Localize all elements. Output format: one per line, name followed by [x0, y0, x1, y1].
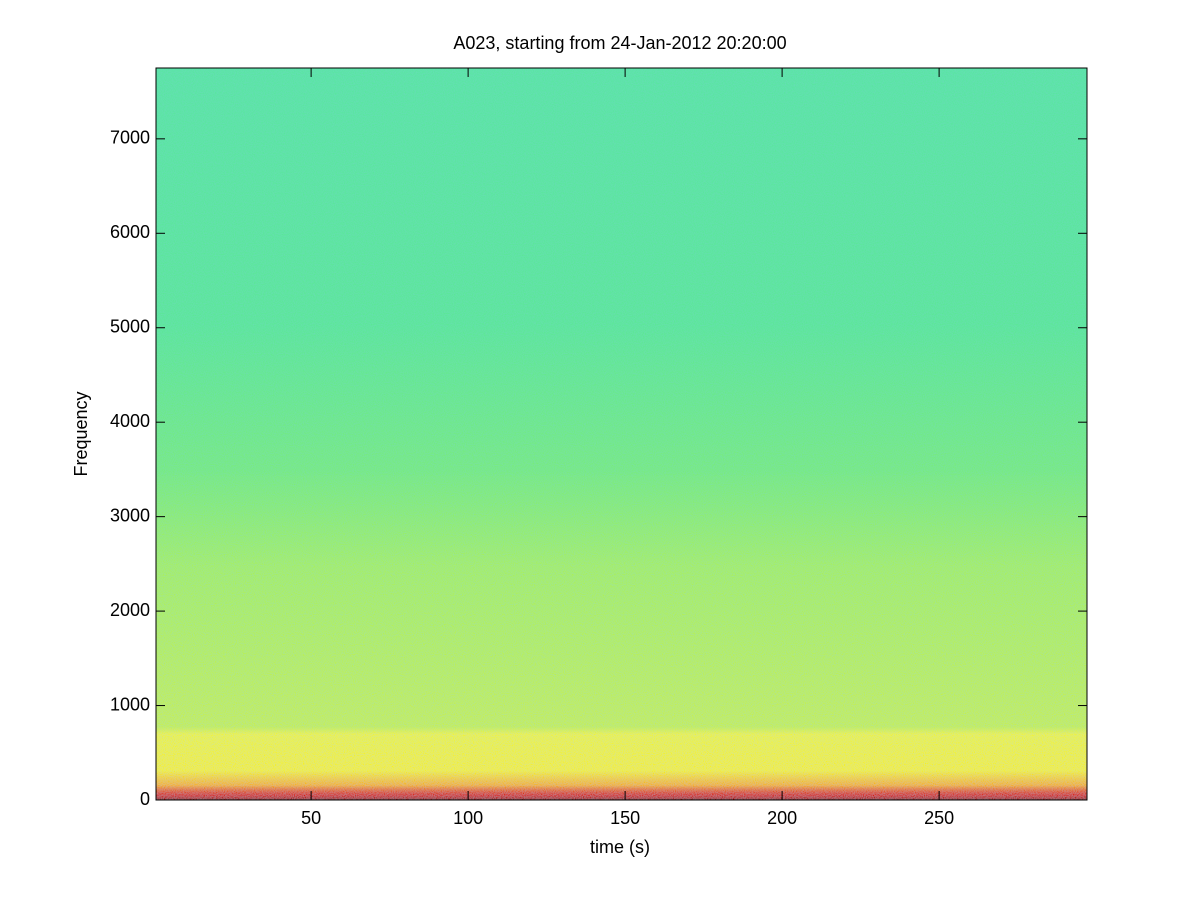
x-tick-label: 100	[453, 808, 483, 828]
x-tick-label: 50	[301, 808, 321, 828]
axes-box	[155, 67, 1088, 801]
y-tick-label: 2000	[110, 600, 150, 620]
y-tick-label: 4000	[110, 411, 150, 431]
y-tick-label: 0	[140, 789, 150, 809]
x-axis-label: time (s)	[590, 837, 650, 857]
y-tick-label: 3000	[110, 505, 150, 525]
y-tick-label: 7000	[110, 128, 150, 148]
x-tick-label: 200	[767, 808, 797, 828]
y-axis-label: Frequency	[71, 391, 91, 476]
y-tick-label: 6000	[110, 222, 150, 242]
x-tick-label: 150	[610, 808, 640, 828]
spectrogram-image	[156, 68, 1087, 800]
chart-title: A023, starting from 24-Jan-2012 20:20:00	[453, 33, 786, 53]
x-tick-label: 250	[924, 808, 954, 828]
y-tick-label: 5000	[110, 316, 150, 336]
y-tick-label: 1000	[110, 694, 150, 714]
